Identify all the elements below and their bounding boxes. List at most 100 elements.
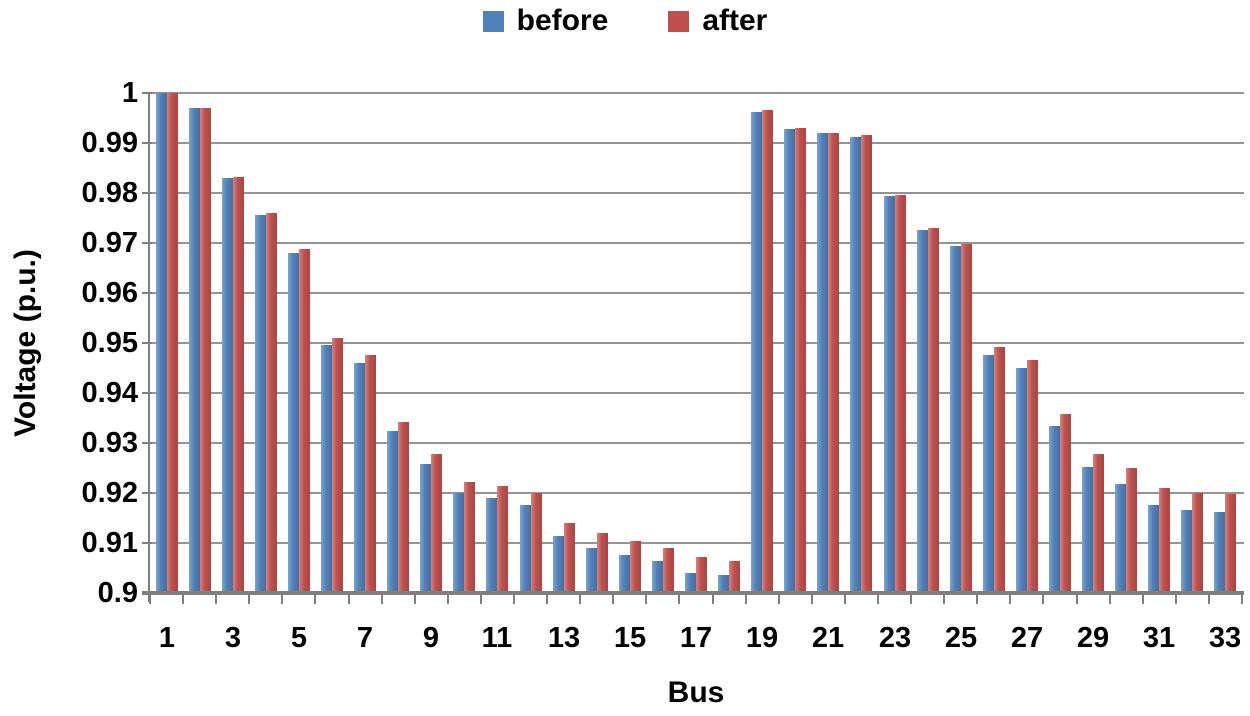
bar-before-bus-12 [520, 505, 531, 593]
bar-after-bus-30 [1126, 468, 1137, 593]
x-axis-tick [215, 595, 217, 604]
bar-before-bus-25 [950, 246, 961, 593]
bar-after-bus-32 [1192, 493, 1203, 593]
y-tick-label: 0.94 [81, 377, 138, 409]
y-gridline [150, 92, 1244, 94]
bar-before-bus-9 [420, 464, 431, 593]
y-axis-tick [142, 392, 152, 394]
x-axis-tick [678, 595, 680, 604]
x-axis-tick [910, 595, 912, 604]
bar-after-bus-10 [464, 482, 475, 593]
bar-before-bus-18 [718, 575, 729, 593]
y-axis-tick [142, 92, 152, 94]
x-tick-label: 15 [613, 622, 647, 654]
y-axis-tick [142, 242, 152, 244]
bar-before-bus-19 [751, 112, 762, 593]
x-tick-label: 13 [547, 622, 581, 654]
bar-after-bus-6 [332, 338, 343, 593]
y-axis-tick [142, 442, 152, 444]
y-tick-label: 0.98 [81, 177, 138, 209]
bar-before-bus-6 [321, 345, 332, 593]
y-tick-label: 0.92 [81, 477, 138, 509]
bar-after-bus-2 [200, 108, 211, 593]
x-tick-label: 19 [745, 622, 779, 654]
y-tick-label: 0.9 [97, 577, 138, 609]
x-axis-tick [976, 595, 978, 604]
bar-after-bus-21 [828, 133, 839, 593]
y-gridline [150, 242, 1244, 244]
bar-after-bus-18 [729, 561, 740, 593]
bar-after-bus-8 [398, 422, 409, 593]
bar-after-bus-29 [1093, 454, 1104, 593]
y-gridline [150, 292, 1244, 294]
x-axis-tick [943, 595, 945, 604]
y-gridline [150, 442, 1244, 444]
bar-before-bus-13 [553, 536, 564, 593]
x-axis-tick [480, 595, 482, 604]
x-tick-label: 1 [158, 622, 176, 654]
y-tick-label: 0.99 [81, 127, 138, 159]
y-tick-label: 0.91 [81, 527, 138, 559]
bar-after-bus-22 [861, 135, 872, 593]
bar-after-bus-17 [696, 557, 707, 593]
bar-after-bus-33 [1225, 494, 1236, 593]
y-axis-tick [142, 542, 152, 544]
bar-before-bus-3 [222, 178, 233, 593]
x-tick-label: 3 [224, 622, 242, 654]
bar-after-bus-12 [531, 493, 542, 593]
x-axis-tick [1142, 595, 1144, 604]
bar-before-bus-28 [1049, 426, 1060, 593]
bar-before-bus-11 [486, 498, 497, 593]
bar-after-bus-7 [365, 355, 376, 593]
y-gridline [150, 492, 1244, 494]
x-axis-tick [1241, 595, 1243, 604]
bar-before-bus-2 [189, 108, 200, 593]
x-axis-tick [778, 595, 780, 604]
bar-after-bus-27 [1027, 360, 1038, 593]
y-gridline [150, 142, 1244, 144]
x-tick-label: 23 [878, 622, 912, 654]
y-gridline [150, 192, 1244, 194]
bar-before-bus-32 [1181, 510, 1192, 593]
y-axis-line [148, 93, 150, 602]
bar-before-bus-31 [1148, 505, 1159, 593]
x-tick-label: 33 [1208, 622, 1242, 654]
bar-after-bus-5 [299, 249, 310, 593]
bar-before-bus-14 [586, 548, 597, 593]
x-tick-label: 11 [481, 622, 513, 654]
x-axis-tick [1009, 595, 1011, 604]
before-series-swatch-icon [482, 10, 504, 32]
legend-item-before: before [482, 4, 609, 37]
bar-after-bus-3 [233, 177, 244, 593]
y-gridline [150, 392, 1244, 394]
bar-after-bus-25 [961, 244, 972, 593]
x-axis-tick [877, 595, 879, 604]
x-axis-tick [149, 595, 151, 604]
chart-legend: before after [0, 6, 1250, 36]
x-axis-tick [314, 595, 316, 604]
bar-after-bus-4 [266, 213, 277, 593]
y-tick-label: 0.93 [81, 427, 138, 459]
bar-after-bus-9 [431, 454, 442, 593]
x-axis-tick [844, 595, 846, 604]
y-axis-tick [142, 142, 152, 144]
x-tick-label: 7 [356, 622, 374, 654]
bar-after-bus-20 [795, 128, 806, 593]
y-axis-tick [142, 492, 152, 494]
bar-after-bus-14 [597, 533, 608, 593]
bar-after-bus-13 [564, 523, 575, 593]
y-tick-label: 0.95 [81, 327, 138, 359]
bar-before-bus-22 [850, 137, 861, 593]
y-gridline [150, 542, 1244, 544]
bar-after-bus-1 [167, 93, 178, 593]
x-axis-tick [348, 595, 350, 604]
bar-after-bus-26 [994, 347, 1005, 593]
bar-before-bus-7 [354, 363, 365, 593]
bar-before-bus-16 [652, 561, 663, 593]
y-tick-label: 0.97 [81, 227, 138, 259]
bar-after-bus-23 [895, 195, 906, 593]
y-tick-label: 0.96 [81, 277, 138, 309]
legend-item-after: after [668, 6, 767, 36]
legend-label-before: before [516, 4, 609, 37]
